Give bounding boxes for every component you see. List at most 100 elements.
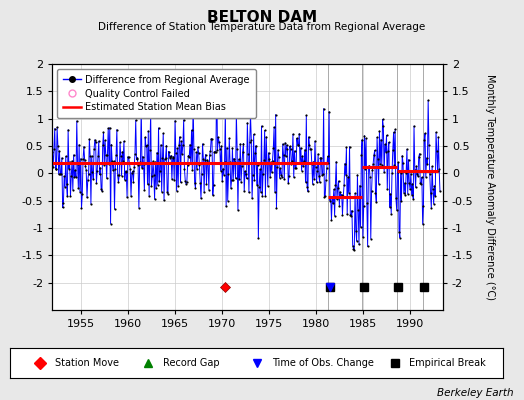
Point: [162, 142, 171, 149]
Point: [193, 166, 201, 172]
Point: [267, 159, 275, 165]
Point: [169, 155, 177, 161]
Point: [67, 193, 75, 200]
Point: [122, 169, 130, 176]
Point: [309, 158, 318, 165]
Point: [70, 152, 78, 158]
Point: [244, 151, 253, 157]
Point: [239, 140, 248, 147]
Point: [431, 193, 440, 199]
Point: [157, 142, 165, 148]
Point: [117, 172, 126, 179]
Point: [279, 152, 288, 158]
Point: [68, 158, 77, 164]
Point: [182, 181, 190, 187]
Point: [390, 162, 399, 168]
Point: [334, 178, 343, 184]
Point: [216, 168, 225, 174]
Point: [246, 112, 255, 118]
Point: [49, 164, 58, 170]
Point: [135, 204, 143, 211]
Point: [225, 135, 234, 142]
Point: [389, 147, 397, 154]
Point: [236, 141, 245, 147]
Point: [242, 171, 250, 178]
Text: Difference of Station Temperature Data from Regional Average: Difference of Station Temperature Data f…: [99, 22, 425, 32]
Point: [112, 152, 121, 158]
Point: [149, 158, 157, 164]
Point: [88, 153, 96, 159]
Point: [397, 198, 406, 204]
Point: [231, 159, 239, 166]
Point: [329, 200, 337, 207]
Point: [307, 146, 315, 152]
Point: [264, 183, 272, 189]
Point: [247, 136, 256, 143]
Point: [243, 120, 252, 126]
Point: [256, 166, 264, 172]
Point: [394, 159, 402, 166]
Point: [139, 161, 148, 168]
Point: [118, 148, 127, 155]
Point: [358, 136, 366, 143]
Point: [282, 142, 291, 148]
Point: [123, 194, 132, 200]
Point: [161, 154, 170, 161]
Point: [81, 163, 90, 169]
Point: [69, 187, 77, 193]
Point: [283, 146, 292, 152]
Point: [195, 162, 204, 168]
Point: [246, 139, 254, 146]
Point: [125, 154, 133, 161]
Point: [87, 201, 95, 207]
Point: [158, 188, 166, 195]
Point: [229, 177, 237, 184]
Point: [185, 154, 193, 160]
Point: [161, 156, 169, 162]
Point: [179, 142, 187, 148]
Point: [259, 170, 267, 177]
Point: [290, 148, 299, 154]
Point: [117, 153, 125, 159]
Point: [181, 178, 190, 184]
Point: [353, 172, 362, 178]
Point: [198, 170, 206, 177]
Point: [339, 211, 347, 218]
Point: [173, 145, 182, 152]
Point: [153, 150, 161, 156]
Point: [84, 171, 93, 177]
Point: [98, 188, 106, 194]
Point: [84, 177, 92, 183]
Point: [274, 147, 282, 153]
Point: [372, 199, 380, 205]
Point: [201, 156, 209, 163]
Point: [348, 242, 357, 249]
Point: [400, 180, 409, 186]
Point: [194, 144, 202, 150]
Point: [299, 163, 308, 170]
Point: [322, 177, 330, 183]
Point: [332, 158, 341, 165]
Point: [227, 185, 235, 192]
Point: [191, 180, 199, 186]
Point: [80, 143, 88, 150]
Point: [245, 189, 253, 196]
Point: [343, 211, 352, 218]
Point: [94, 153, 102, 159]
Point: [54, 143, 62, 149]
Point: [105, 161, 113, 168]
Point: [240, 188, 248, 194]
Point: [155, 125, 163, 131]
Point: [65, 166, 73, 172]
Point: [155, 178, 163, 185]
Point: [388, 170, 396, 176]
Point: [268, 169, 276, 176]
Point: [293, 135, 301, 142]
Point: [433, 168, 442, 174]
Point: [95, 138, 103, 144]
Point: [70, 174, 79, 180]
Point: [324, 160, 333, 166]
Point: [411, 184, 420, 190]
Point: [199, 141, 207, 147]
Point: [138, 165, 146, 171]
